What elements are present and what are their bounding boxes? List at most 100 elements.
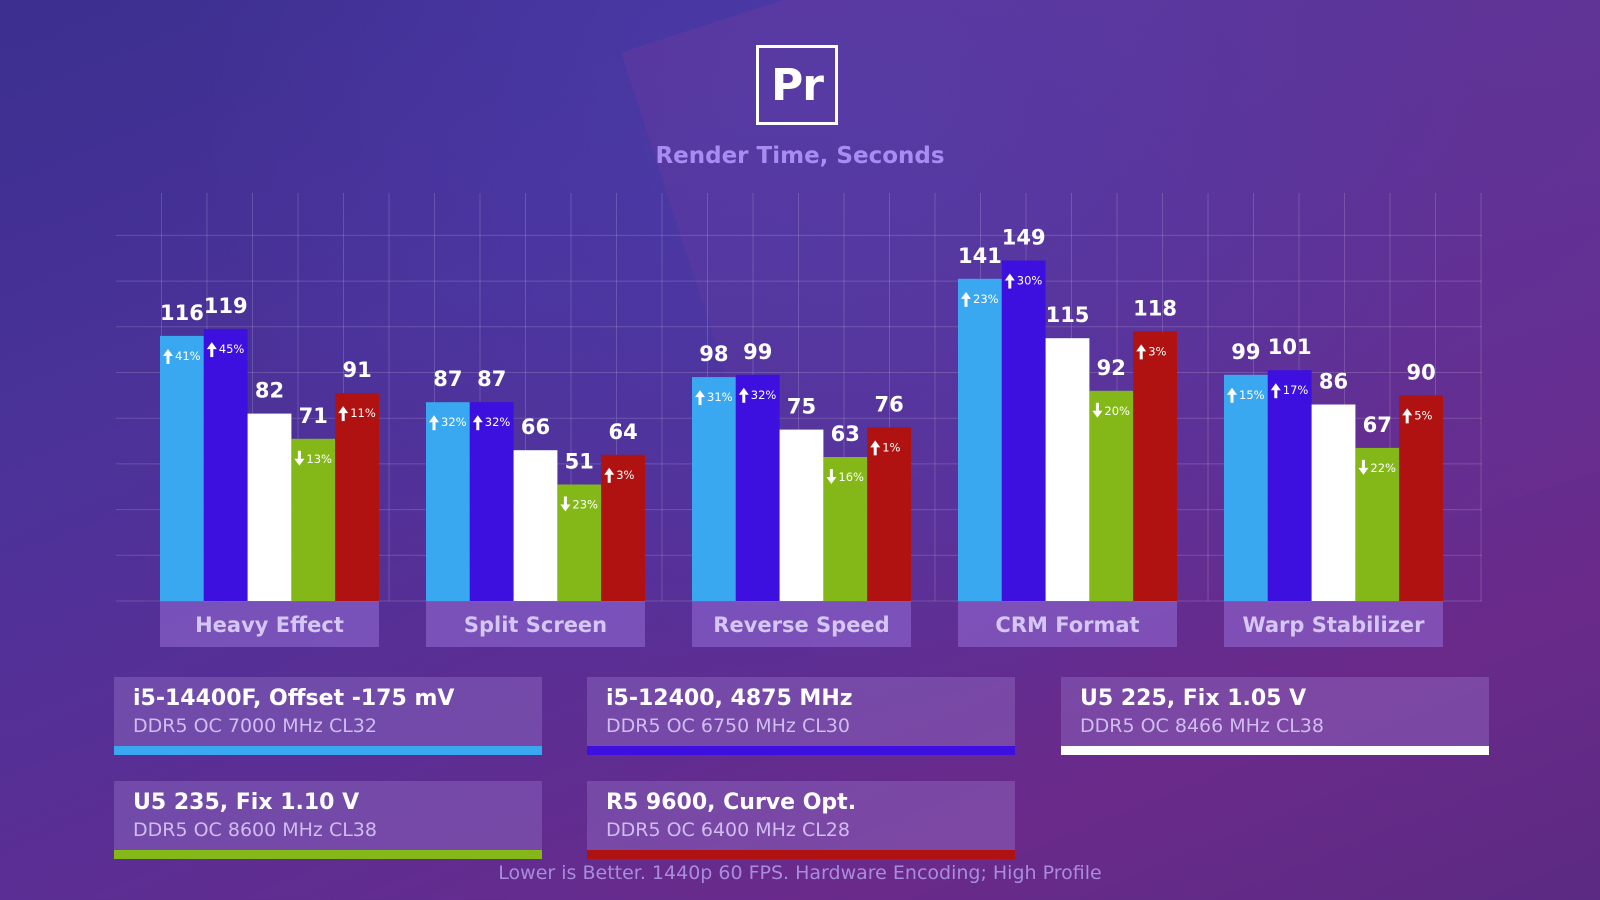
arrow-up-icon xyxy=(604,467,615,475)
arrow-down-icon xyxy=(294,458,305,466)
bar-value-label: 71 xyxy=(299,404,328,428)
bar-value-label: 87 xyxy=(433,367,462,391)
bar-value-label: 141 xyxy=(958,244,1002,268)
percent-delta-label: 30% xyxy=(1017,274,1043,288)
bar xyxy=(958,278,1002,601)
percent-delta-label: 22% xyxy=(1370,461,1396,475)
bar-value-label: 51 xyxy=(565,450,594,474)
legend-color-swatch xyxy=(114,850,542,859)
arrow-up-stem xyxy=(607,473,611,483)
arrow-down-icon xyxy=(826,477,837,485)
percent-delta-label: 3% xyxy=(1148,344,1166,358)
arrow-up-stem xyxy=(873,446,877,456)
legend-memory-label: DDR5 OC 7000 MHz CL32 xyxy=(133,715,377,737)
percent-delta-label: 16% xyxy=(838,470,864,484)
arrow-up-stem xyxy=(432,421,436,431)
bar xyxy=(426,402,470,601)
bar-value-label: 86 xyxy=(1319,370,1348,394)
arrow-up-icon xyxy=(472,415,483,423)
arrow-up-stem xyxy=(210,348,214,358)
category-label: Split Screen xyxy=(464,613,607,637)
bar xyxy=(513,450,558,601)
arrow-up-icon xyxy=(1270,383,1281,391)
percent-delta-label: 11% xyxy=(350,406,376,420)
category-label: CRM Format xyxy=(995,613,1139,637)
bar-value-label: 67 xyxy=(1363,413,1392,437)
bar xyxy=(735,374,780,601)
arrow-up-stem xyxy=(1230,393,1234,403)
legend-memory-label: DDR5 OC 8466 MHz CL38 xyxy=(1080,715,1324,737)
percent-delta-label: 32% xyxy=(441,415,467,429)
arrow-down-stem xyxy=(829,469,833,479)
legend-item-u5-235: U5 235, Fix 1.10 V DDR5 OC 8600 MHz CL38 xyxy=(114,781,542,859)
legend-item-i5-12400: i5-12400, 4875 MHz DDR5 OC 6750 MHz CL30 xyxy=(587,677,1015,755)
legend-color-swatch xyxy=(587,850,1015,859)
bar-value-label: 91 xyxy=(342,358,371,382)
arrow-down-stem xyxy=(1095,402,1099,412)
arrow-up-stem xyxy=(1405,414,1409,424)
bar-value-label: 90 xyxy=(1406,360,1435,384)
bar-value-label: 66 xyxy=(521,415,550,439)
percent-delta-label: 13% xyxy=(306,452,332,466)
bar-value-label: 63 xyxy=(831,422,860,446)
bar xyxy=(1224,374,1268,601)
percent-delta-label: 17% xyxy=(1283,383,1309,397)
arrow-up-stem xyxy=(698,396,702,406)
arrow-up-icon xyxy=(695,390,705,398)
arrow-up-stem xyxy=(1274,389,1278,399)
arrow-up-icon xyxy=(163,348,173,356)
arrow-up-stem xyxy=(476,421,480,431)
arrow-up-stem xyxy=(964,297,968,307)
arrow-up-stem xyxy=(341,412,345,422)
bar xyxy=(1311,404,1356,601)
bar xyxy=(291,438,336,601)
arrow-down-stem xyxy=(563,496,567,506)
percent-delta-label: 15% xyxy=(1239,388,1265,402)
bar xyxy=(160,335,204,601)
bar-value-label: 64 xyxy=(608,420,637,444)
arrow-up-icon xyxy=(1227,387,1237,395)
percent-delta-label: 23% xyxy=(973,292,999,306)
bar-value-label: 115 xyxy=(1046,303,1090,327)
arrow-up-icon xyxy=(1136,344,1147,352)
legend-item-r5-9600: R5 9600, Curve Opt. DDR5 OC 6400 MHz CL2… xyxy=(587,781,1015,859)
legend-memory-label: DDR5 OC 6400 MHz CL28 xyxy=(606,819,850,841)
bar-value-label: 101 xyxy=(1268,335,1312,359)
percent-delta-label: 20% xyxy=(1104,404,1130,418)
category-label: Reverse Speed xyxy=(713,613,889,637)
bar-value-label: 92 xyxy=(1097,356,1126,380)
category-label-box xyxy=(958,601,1177,647)
arrow-up-icon xyxy=(429,415,439,423)
bar xyxy=(469,402,514,601)
percent-delta-label: 41% xyxy=(175,349,201,363)
arrow-up-stem xyxy=(1008,279,1012,289)
bar xyxy=(1045,338,1090,601)
percent-delta-label: 5% xyxy=(1414,408,1432,422)
arrow-up-icon xyxy=(206,342,217,350)
bar xyxy=(692,377,736,601)
chart-subtitle: Render Time, Seconds xyxy=(655,143,945,169)
bar xyxy=(1133,331,1177,601)
bar xyxy=(247,413,292,601)
arrow-up-icon xyxy=(1402,408,1413,416)
percent-delta-label: 31% xyxy=(707,390,733,404)
bar xyxy=(867,427,911,601)
premiere-pro-logo: Pr xyxy=(756,45,838,125)
legend-cpu-label: U5 225, Fix 1.05 V xyxy=(1080,686,1307,711)
arrow-down-icon xyxy=(1358,467,1369,475)
bar-value-label: 149 xyxy=(1002,226,1046,250)
percent-delta-label: 32% xyxy=(485,415,511,429)
legend-cpu-label: i5-14400F, Offset -175 mV xyxy=(133,686,455,711)
legend-color-swatch xyxy=(1061,746,1489,755)
arrow-down-icon xyxy=(1092,410,1103,418)
bar-value-label: 76 xyxy=(874,392,903,416)
legend-cpu-label: R5 9600, Curve Opt. xyxy=(606,790,857,815)
bar-value-label: 118 xyxy=(1133,296,1177,320)
bar-value-label: 99 xyxy=(1231,340,1260,364)
category-label-box xyxy=(1224,601,1443,647)
bar xyxy=(1001,260,1046,601)
bar xyxy=(335,393,379,601)
percent-delta-label: 45% xyxy=(219,342,245,356)
legend-item-u5-225: U5 225, Fix 1.05 V DDR5 OC 8466 MHz CL38 xyxy=(1061,677,1489,755)
bar-value-label: 119 xyxy=(204,294,248,318)
